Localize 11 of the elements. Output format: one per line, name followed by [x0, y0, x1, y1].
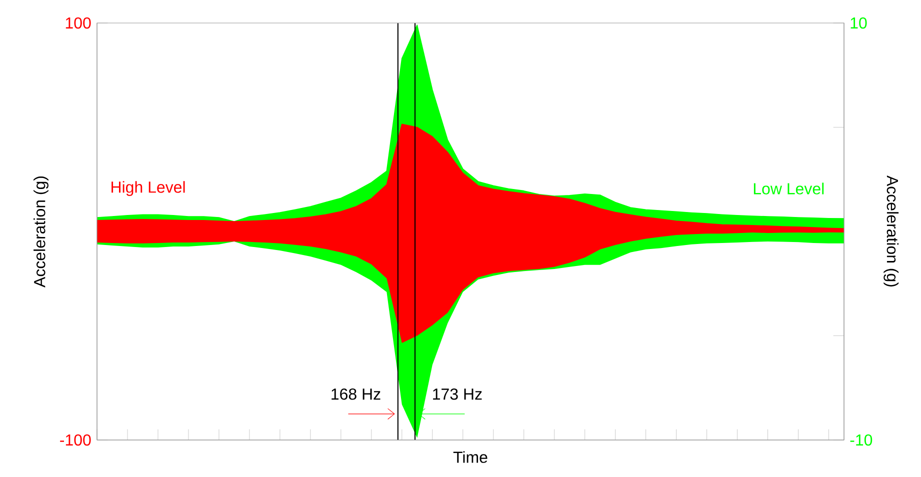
y-tick-label: 100	[66, 17, 91, 29]
y2-axis-title: Acceleration (g)	[884, 175, 899, 286]
y-axis-title: Acceleration (g)	[34, 176, 48, 288]
annotation: 168 Hz	[332, 388, 380, 400]
x-axis-title: Time	[453, 451, 488, 463]
annotation: 173 Hz	[433, 388, 482, 400]
y-tick-label: -100	[60, 434, 91, 446]
y2-tick-label: 10	[850, 17, 867, 29]
y2-tick-label: -10	[850, 434, 872, 446]
series-label: Low Level	[754, 182, 824, 194]
series-label: High Level	[112, 181, 185, 196]
